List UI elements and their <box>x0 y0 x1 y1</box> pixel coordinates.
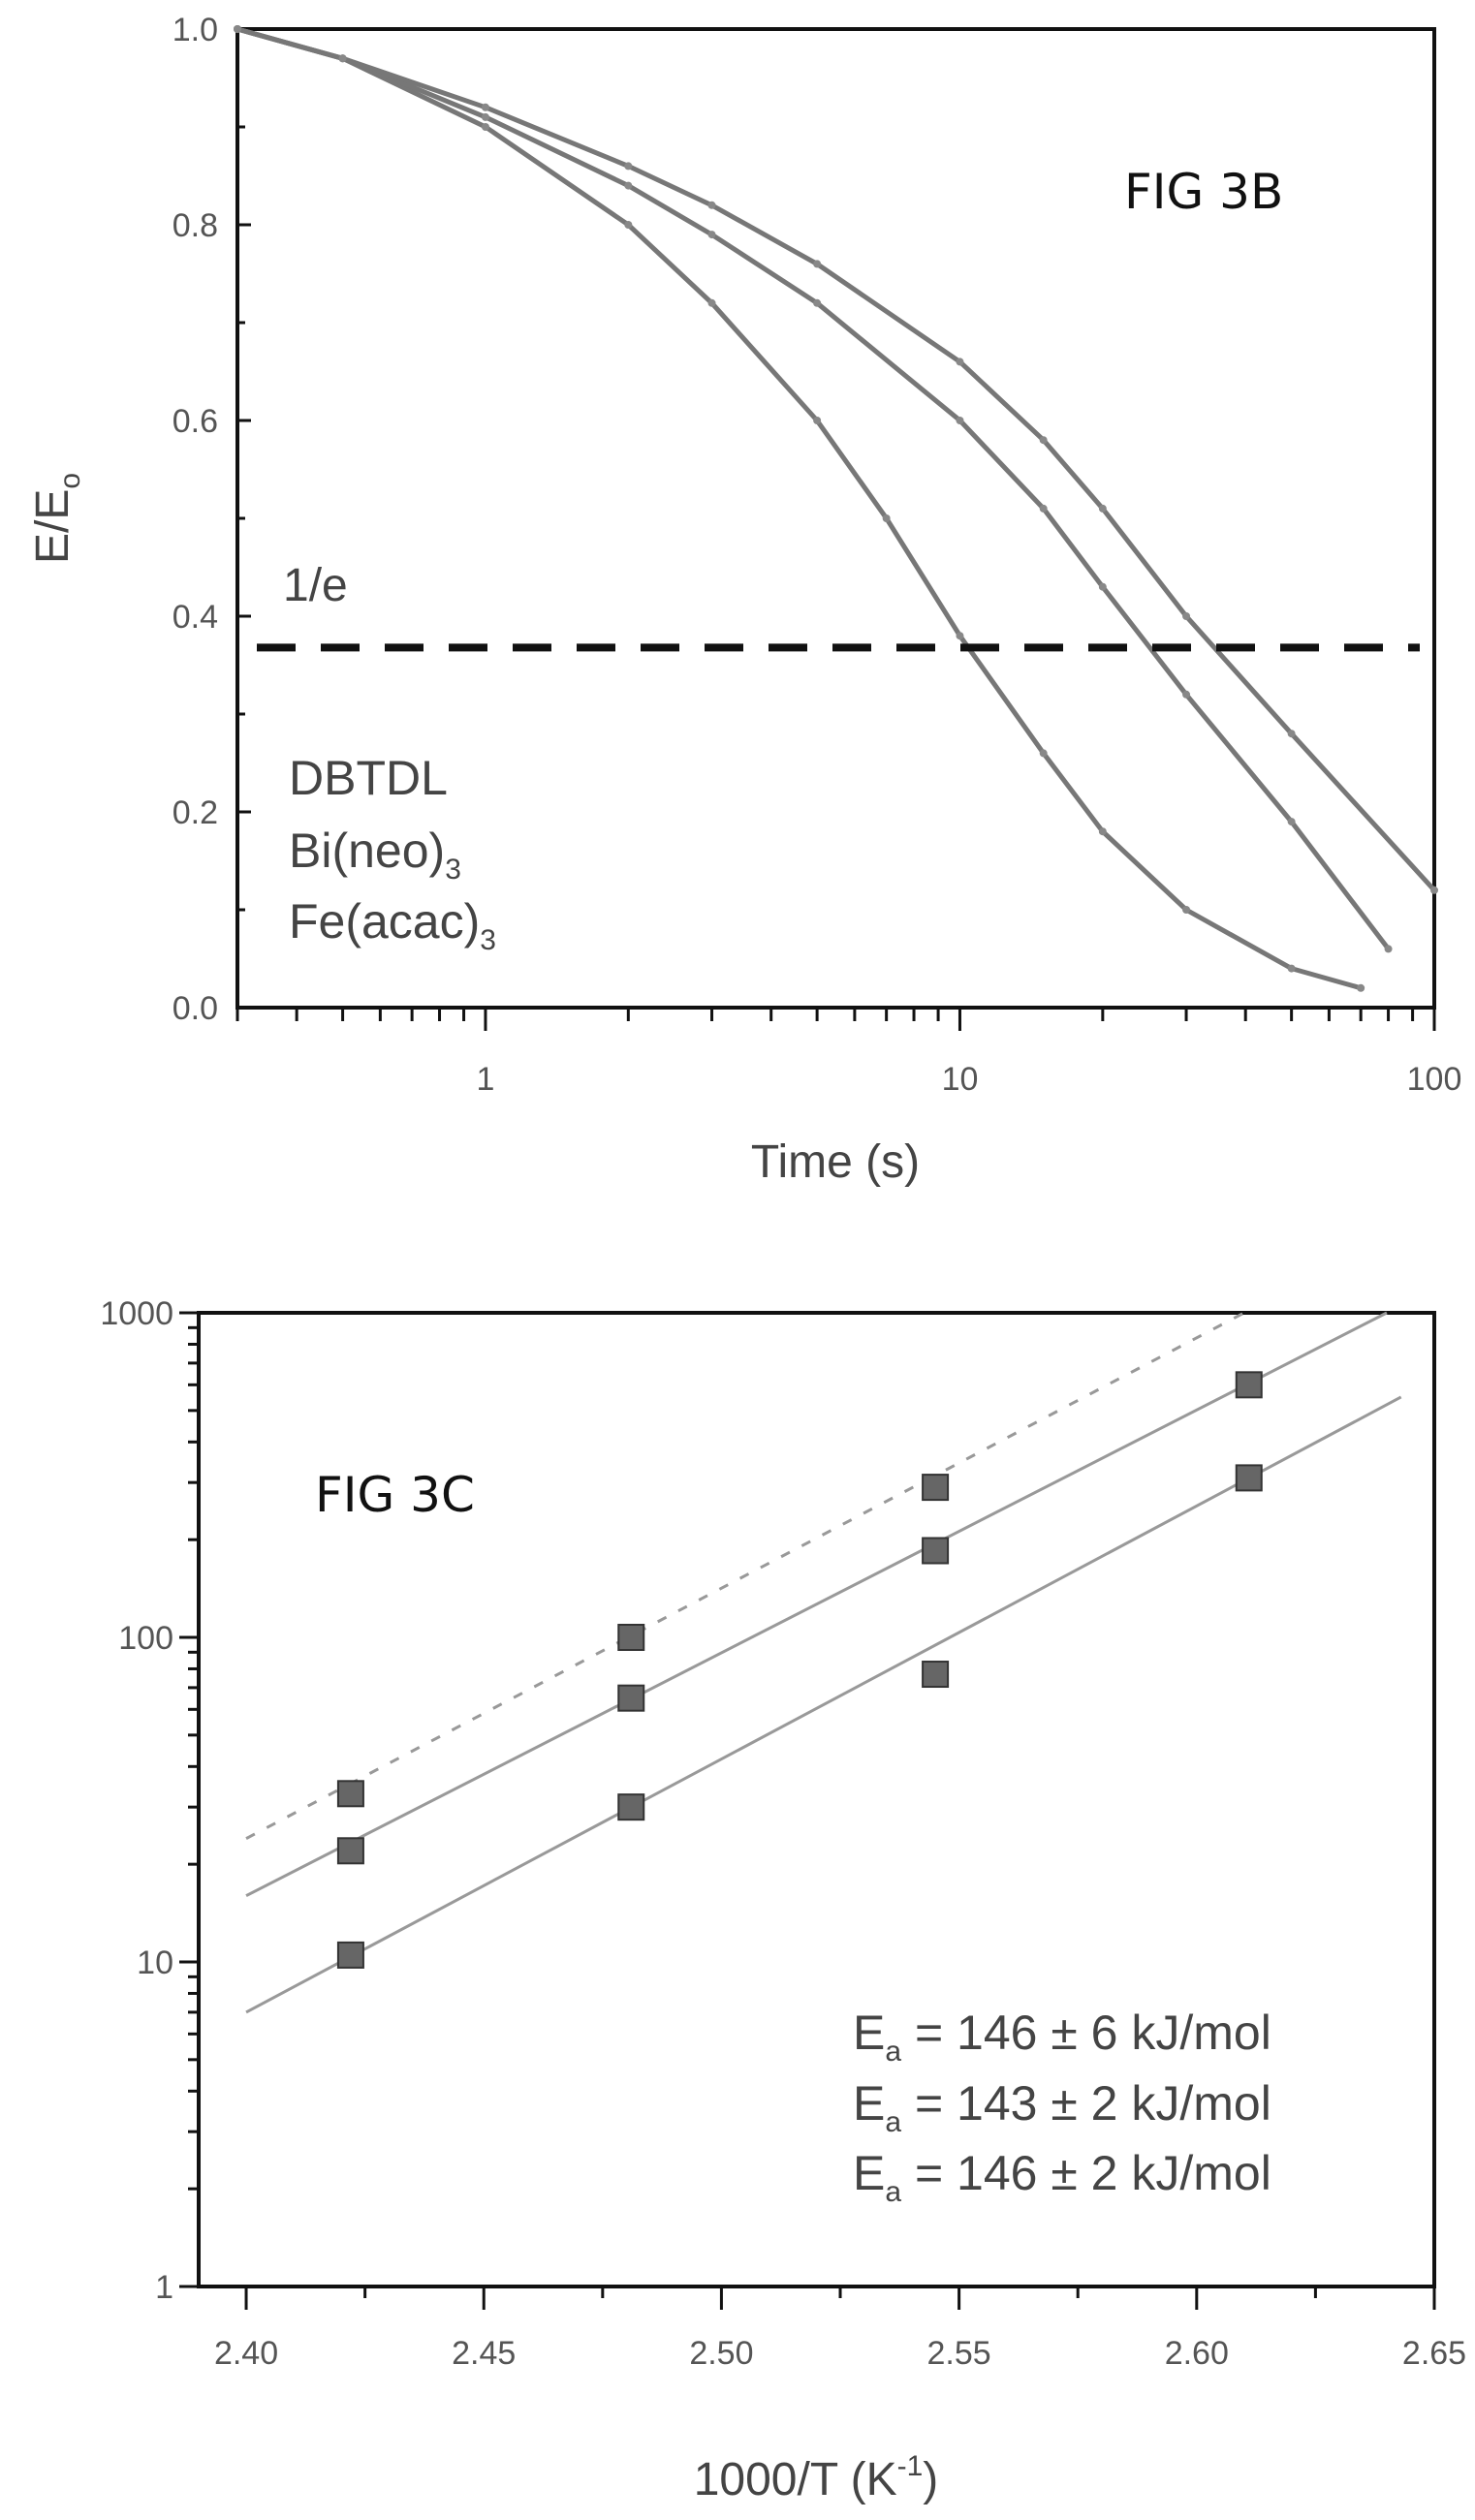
series-point-3b <box>813 260 822 268</box>
fit-lines-3c <box>245 1311 1402 2014</box>
data-curves-3b <box>234 25 1438 992</box>
series-point-3b <box>707 201 716 209</box>
series-point-3b <box>624 221 633 229</box>
series-line-3b-2 <box>236 26 1391 950</box>
chart-fig-3c: 1 10 100 1000 2.40 2.45 2.50 2.55 2.60 2.65 FIG 3… <box>100 1295 1466 2505</box>
fig-3c-label: FIG 3C <box>315 1467 475 1523</box>
series-point-3b <box>234 25 241 33</box>
series-point-3b <box>1098 582 1107 591</box>
x-tick-label-3c: 2.50 <box>689 2335 753 2372</box>
y-tick-label-3b: 0.2 <box>173 794 218 831</box>
ea-label-2: Ea = 143 ± 2 kJ/mol <box>853 2076 1271 2138</box>
x-tick-label-3c: 2.40 <box>214 2335 278 2372</box>
series-point-3b <box>1182 906 1191 914</box>
axis-ticks-3b: 0.0 0.2 0.4 0.6 0.8 1.0 1 10 100 <box>173 12 1462 1098</box>
legend-item-bi-neo: Bi(neo)3 <box>289 824 461 886</box>
x-tick-label-3c: 2.60 <box>1165 2335 1229 2372</box>
data-point-3c-s1 <box>617 1624 645 1651</box>
fit-line-3c-2 <box>245 1311 1388 1897</box>
series-point-3b <box>1098 827 1107 836</box>
data-point-3c-s3 <box>922 1661 950 1689</box>
x-axis-title-3b: Time (s) <box>751 1136 920 1188</box>
series-point-3b <box>813 298 822 307</box>
series-point-3b <box>1430 886 1438 894</box>
series-point-3b <box>1287 964 1296 973</box>
series-point-3b <box>813 417 822 424</box>
series-point-3b <box>1039 504 1048 513</box>
y-tick-label-3b: 0.0 <box>173 990 218 1027</box>
series-point-3b <box>624 162 633 171</box>
series-point-3b <box>1357 983 1365 992</box>
data-point-3c-s3 <box>617 1793 645 1821</box>
series-point-3b <box>1182 612 1191 620</box>
x-tick-label-3c: 2.45 <box>452 2335 516 2372</box>
y-tick-label-3c: 10 <box>137 1944 173 1981</box>
series-point-3b <box>1039 436 1048 445</box>
series-point-3b <box>1287 818 1296 826</box>
series-point-3b <box>624 181 633 190</box>
legend-item-dbtdl: DBTDL <box>289 751 448 805</box>
series-point-3b <box>956 358 964 366</box>
series-point-3b <box>338 54 347 63</box>
y-tick-label-3b: 1.0 <box>173 12 218 48</box>
series-point-3b <box>1287 730 1296 738</box>
legend-item-fe-acac: Fe(acac)3 <box>289 894 496 956</box>
activation-energy-labels: Ea = 146 ± 6 kJ/mol Ea = 143 ± 2 kJ/mol … <box>853 2006 1271 2208</box>
fit-line-3c-1 <box>245 1311 1245 1840</box>
data-point-3c-s2 <box>336 1837 364 1865</box>
legend-3b: DBTDL Bi(neo)3 Fe(acac)3 <box>289 751 496 956</box>
y-axis-title-3b: E/Eo <box>27 473 86 564</box>
ea-label-1: Ea = 146 ± 6 kJ/mol <box>853 2006 1271 2068</box>
y-tick-label-3b: 0.4 <box>173 599 218 636</box>
data-point-3c-s3 <box>336 1941 364 1969</box>
x-tick-label-3b: 100 <box>1407 1061 1462 1098</box>
data-point-3c-s3 <box>1235 1464 1263 1492</box>
series-point-3b <box>1182 690 1191 699</box>
x-tick-label-3c: 2.55 <box>927 2335 991 2372</box>
y-tick-label-3c: 100 <box>118 1620 173 1657</box>
x-tick-label-3b: 1 <box>476 1061 494 1098</box>
series-point-3b <box>1384 945 1393 953</box>
chart-fig-3b: 0.0 0.2 0.4 0.6 0.8 1.0 1 10 100 1/e FIG 3B DBTD… <box>27 12 1461 1188</box>
data-point-3c-s2 <box>922 1537 950 1565</box>
x-tick-label-3c: 2.65 <box>1402 2335 1466 2372</box>
series-point-3b <box>481 103 489 111</box>
series-point-3b <box>707 298 716 307</box>
axis-ticks-3c: 1 10 100 1000 2.40 2.45 2.50 2.55 2.60 2.65 <box>100 1295 1466 2372</box>
series-point-3b <box>481 112 489 121</box>
ea-label-3: Ea = 146 ± 2 kJ/mol <box>853 2146 1271 2208</box>
series-point-3b <box>956 632 964 640</box>
y-tick-label-3c: 1 <box>155 2269 173 2306</box>
fit-line-3c-3 <box>245 1395 1402 2014</box>
data-point-3c-s1 <box>336 1780 364 1808</box>
data-point-3c-s2 <box>617 1684 645 1712</box>
series-line-3b-3 <box>236 26 1436 892</box>
data-points-3c <box>336 1371 1263 1969</box>
one-over-e-label: 1/e <box>283 560 348 611</box>
y-tick-label-3b: 0.8 <box>173 207 218 244</box>
x-tick-label-3b: 10 <box>942 1061 979 1098</box>
series-point-3b <box>956 417 964 424</box>
data-point-3c-s2 <box>1235 1371 1263 1399</box>
plot-frame-3c <box>197 1311 1436 2288</box>
series-point-3b <box>707 231 716 239</box>
fig-3b-label: FIG 3B <box>1124 164 1283 220</box>
series-point-3b <box>882 514 891 522</box>
x-axis-title-3c: 1000/T (K-1) <box>694 2450 939 2505</box>
series-point-3b <box>1098 504 1107 513</box>
series-point-3b <box>481 123 489 131</box>
data-point-3c-s1 <box>922 1474 950 1502</box>
y-tick-label-3b: 0.6 <box>173 403 218 440</box>
series-point-3b <box>1039 749 1048 758</box>
y-tick-label-3c: 1000 <box>100 1295 173 1332</box>
